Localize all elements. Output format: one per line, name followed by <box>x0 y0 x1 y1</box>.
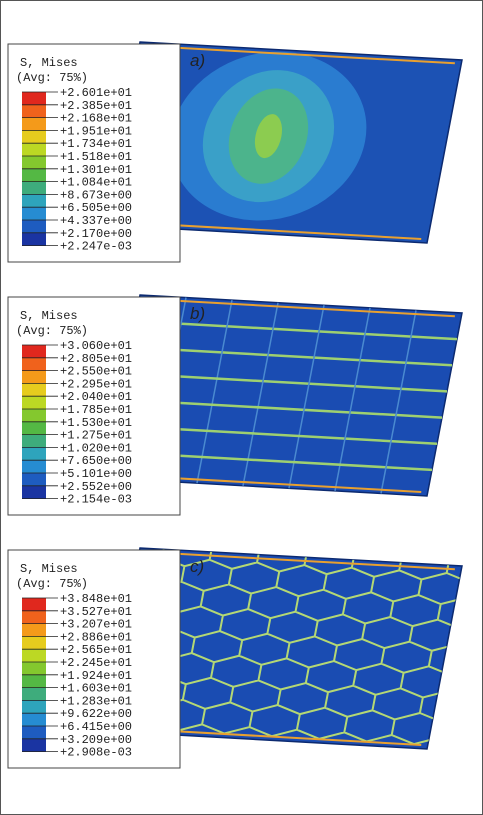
legend-swatch <box>22 358 46 371</box>
panel-label: b) <box>190 304 205 323</box>
figure: a)S, Mises(Avg: 75%)+2.601e+01+2.385e+01… <box>0 0 483 815</box>
legend-swatch <box>22 92 46 105</box>
legend-swatch <box>22 220 46 233</box>
legend-subtitle: (Avg: 75%) <box>16 324 88 338</box>
legend-swatch <box>22 636 46 649</box>
legend-swatch <box>22 700 46 713</box>
legend-swatch <box>22 143 46 156</box>
legend-swatch <box>22 182 46 195</box>
legend-swatch <box>22 447 46 460</box>
legend-subtitle: (Avg: 75%) <box>16 71 88 85</box>
legend-swatch <box>22 624 46 637</box>
legend-swatch <box>22 169 46 182</box>
legend-swatch <box>22 598 46 611</box>
legend-swatch <box>22 105 46 118</box>
legend-swatch <box>22 739 46 752</box>
legend-swatch <box>22 130 46 143</box>
legend-swatch <box>22 396 46 409</box>
legend-subtitle: (Avg: 75%) <box>16 577 88 591</box>
legend-swatch <box>22 662 46 675</box>
legend-value: +2.247e-03 <box>60 240 132 254</box>
legend-swatch <box>22 345 46 358</box>
legend-value: +2.908e-03 <box>60 746 132 760</box>
legend-title: S, Mises <box>20 309 78 323</box>
legend-swatch <box>22 156 46 169</box>
legend-title: S, Mises <box>20 56 78 70</box>
legend-swatch <box>22 649 46 662</box>
legend-swatch <box>22 688 46 701</box>
legend-swatch <box>22 118 46 131</box>
legend-swatch <box>22 409 46 422</box>
panel-label: a) <box>190 51 205 70</box>
panel-label: c) <box>190 557 204 576</box>
legend-swatch <box>22 233 46 246</box>
panel: c)S, Mises(Avg: 75%)+3.848e+01+3.527e+01… <box>8 531 475 768</box>
legend-title: S, Mises <box>20 562 78 576</box>
legend-swatch <box>22 435 46 448</box>
legend-swatch <box>22 675 46 688</box>
legend-swatch <box>22 486 46 499</box>
legend-swatch <box>22 422 46 435</box>
legend-swatch <box>22 383 46 396</box>
legend-swatch <box>22 713 46 726</box>
legend-value: +2.154e-03 <box>60 493 132 507</box>
legend-swatch <box>22 194 46 207</box>
legend-swatch <box>22 611 46 624</box>
legend-swatch <box>22 371 46 384</box>
legend-swatch <box>22 207 46 220</box>
legend-swatch <box>22 726 46 739</box>
legend-swatch <box>22 473 46 486</box>
legend-swatch <box>22 460 46 473</box>
panel: b)S, Mises(Avg: 75%)+3.060e+01+2.805e+01… <box>8 295 462 515</box>
panel: a)S, Mises(Avg: 75%)+2.601e+01+2.385e+01… <box>8 42 462 262</box>
